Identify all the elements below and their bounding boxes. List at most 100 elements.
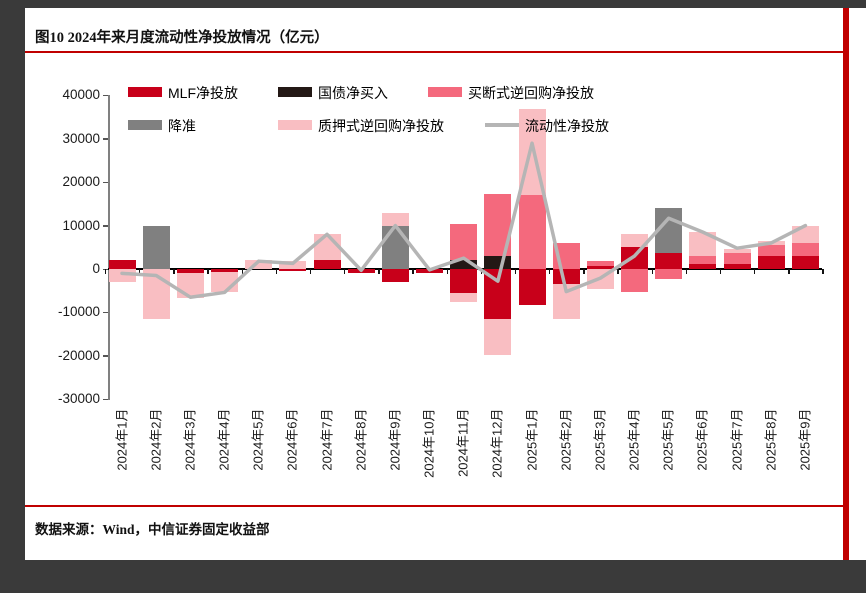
x-axis-tick <box>275 269 278 274</box>
x-axis-month-label: 2024年5月 <box>250 408 266 471</box>
bar-segment-mlf <box>723 264 751 269</box>
x-axis-tick <box>549 269 551 274</box>
bar-segment-jiangzhun <box>655 208 683 253</box>
x-axis-month-label: 2024年8月 <box>353 408 369 471</box>
legend-label-mlf: MLF净投放 <box>168 85 238 101</box>
bar-segment-zhiya <box>176 273 204 299</box>
bar-segment-mlf <box>655 252 683 269</box>
x-axis-tick <box>104 269 107 274</box>
x-axis-tick <box>344 269 346 274</box>
y-axis-tick-label: -30000 <box>57 391 100 407</box>
y-axis-tick-label: -20000 <box>57 347 100 363</box>
x-axis-tick <box>788 269 790 274</box>
y-axis-tick-label: 10000 <box>62 217 100 233</box>
x-axis-month-label: 2024年1月 <box>114 408 129 471</box>
bar-segment-guozhai <box>450 260 478 269</box>
bar-segment-mlf <box>450 269 478 293</box>
x-axis-tick <box>514 269 517 274</box>
x-axis-month-label: 2024年10月 <box>421 408 437 478</box>
x-axis-tick <box>754 269 756 274</box>
frame-left-band <box>0 0 25 593</box>
bar-segment-mlf <box>518 269 546 305</box>
bar-segment-mlf <box>552 269 580 285</box>
x-axis-tick <box>480 269 483 274</box>
y-axis-tick <box>103 398 108 401</box>
legend-label-zhiya: 质押式逆回购净投放 <box>318 118 444 134</box>
bar-segment-zhiya <box>142 269 170 319</box>
legend-swatch-guozhai <box>278 87 312 97</box>
x-axis-month-label: 2025年3月 <box>592 408 608 471</box>
bar-segment-zhiya <box>381 212 409 226</box>
y-axis-line <box>108 95 110 400</box>
x-axis-month-label: 2024年2月 <box>148 408 164 471</box>
bar-segment-zhiya <box>211 272 238 293</box>
legend-swatch-zhiya <box>278 120 312 130</box>
x-axis-tick <box>309 269 312 274</box>
x-axis-tick <box>651 269 653 274</box>
bar-segment-zhiya <box>450 292 478 302</box>
bar-segment-maiduan <box>484 194 512 257</box>
x-axis-tick <box>822 269 824 274</box>
footer-top-rule <box>25 505 843 507</box>
x-axis-month-label: 2024年6月 <box>284 408 300 471</box>
x-axis-month-label: 2025年9月 <box>797 408 813 471</box>
figure-title: 图10 2024年来月度流动性净投放情况（亿元） <box>35 30 329 46</box>
legend-swatch-maiduan <box>428 87 462 97</box>
y-axis-tick-label: 0 <box>92 261 100 276</box>
x-axis-tick <box>173 269 175 274</box>
bar-segment-zhiya <box>108 269 136 283</box>
y-axis-tick-label: 30000 <box>62 130 100 146</box>
x-axis-tick <box>139 269 141 274</box>
bar-segment-maiduan <box>450 224 478 261</box>
x-axis-tick <box>241 269 243 274</box>
bar-segment-zhiya <box>586 269 614 289</box>
x-axis-month-label: 2025年2月 <box>558 408 574 471</box>
title-underline-rule <box>25 51 843 53</box>
figure-right-red-border <box>843 8 849 560</box>
x-axis-month-label: 2024年9月 <box>387 408 403 471</box>
x-axis-month-label: 2025年7月 <box>729 408 745 471</box>
x-axis-month-label: 2024年7月 <box>319 408 335 471</box>
bar-segment-zhiya <box>279 261 307 269</box>
bar-segment-zhiya <box>757 240 785 245</box>
bar-segment-zhiya <box>245 260 273 269</box>
x-axis-tick <box>446 269 448 274</box>
bar-segment-maiduan <box>723 253 751 265</box>
bar-segment-guozhai <box>484 256 512 269</box>
bar-segment-mlf <box>108 260 136 269</box>
data-source-note: 数据来源：Wind，中信证券固定收益部 <box>35 522 270 537</box>
x-axis-month-label: 2025年5月 <box>660 408 676 471</box>
x-axis-month-label: 2024年11月 <box>455 408 471 477</box>
bar-segment-jiangzhun <box>381 225 409 269</box>
bar-segment-mlf <box>381 269 409 283</box>
bar-segment-zhiya <box>791 225 819 243</box>
legend-swatch-line-line <box>485 123 519 127</box>
bar-segment-mlf <box>279 269 307 272</box>
bar-segment-maiduan <box>621 269 649 292</box>
bar-segment-jiangzhun <box>142 225 170 269</box>
legend-label-maiduan: 买断式逆回购净投放 <box>468 85 594 101</box>
bar-segment-mlf <box>347 269 375 274</box>
x-axis-tick <box>412 269 414 274</box>
bar-segment-zhiya <box>723 248 751 254</box>
x-axis-month-label: 2025年6月 <box>694 408 710 471</box>
bar-segment-maiduan <box>791 242 819 256</box>
x-axis-month-label: 2025年1月 <box>524 408 540 471</box>
frame-top-band <box>0 0 866 8</box>
y-axis-tick-label: -10000 <box>57 304 100 320</box>
x-axis-month-label: 2025年8月 <box>763 408 779 471</box>
bar-segment-zhiya <box>689 232 717 256</box>
legend-label-line: 流动性净投放 <box>525 118 609 134</box>
x-axis-tick <box>685 269 688 274</box>
x-axis-tick <box>378 269 380 274</box>
x-axis-month-label: 2024年3月 <box>182 408 198 471</box>
x-axis-tick <box>719 269 722 274</box>
y-axis-tick <box>103 138 108 140</box>
bar-segment-zhiya <box>621 234 649 248</box>
bar-segment-maiduan <box>757 244 785 257</box>
bar-segment-mlf <box>416 269 444 274</box>
bar-segment-maiduan <box>552 242 580 269</box>
bar-segment-mlf <box>484 269 512 319</box>
